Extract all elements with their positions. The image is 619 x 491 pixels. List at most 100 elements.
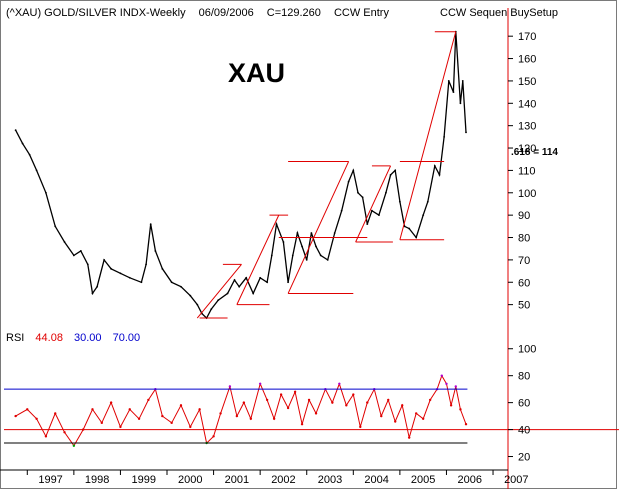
rsi-point [314,412,318,415]
price-point [128,276,131,279]
price-point [96,285,99,288]
rsi-point [272,417,276,420]
rsi-point [170,421,173,425]
price-point [366,223,369,225]
header-note: CCW Entry [333,7,389,19]
price-point [433,165,436,167]
price-point [63,241,66,243]
axes: 170 160 150 140 130 120 110 100 90 80 70 60 50 100 80 6… [0,8,536,489]
price-point [319,254,322,257]
rsi-point [14,414,17,418]
rsi-point [440,374,443,377]
price-tick-label: 140 [518,98,536,110]
rsi-point [331,401,334,404]
price-point [333,232,336,234]
rsi-point [445,382,448,385]
rsi-point [179,404,183,407]
rsi-point [454,385,457,388]
price-point [426,200,429,203]
time-tick-label: 1997 [38,474,62,486]
price-tick-label: 170 [518,31,536,43]
rsi-label: RSI [6,332,25,344]
rsi-point [464,422,468,426]
price-point [371,209,373,212]
time-tick-label: 1999 [131,474,155,486]
time-tick-label: 1998 [85,474,109,486]
price-point [196,303,199,306]
rsi-point [242,401,246,404]
price-tick-label: 50 [518,300,530,312]
trend-line [399,31,457,240]
price-point [465,131,467,134]
time-tick-label: 2007 [504,474,528,486]
price-point [145,263,147,266]
symbol-title: (^XAU) GOLD/SILVER INDX-Weekly [6,7,186,19]
price-point [461,80,464,82]
price-point [252,292,255,295]
rsi-point [109,401,113,404]
price-point [340,209,343,212]
price-point [275,223,278,225]
trend-line [236,214,280,305]
price-point [326,258,329,261]
rsi-point [414,412,418,415]
price-point [270,254,273,257]
trend-line [355,165,392,243]
price-point [357,191,359,194]
price-point [72,254,75,257]
price-point [45,191,47,194]
price-point [415,236,418,239]
price-tick-label: 70 [518,255,530,267]
rsi-point [212,435,215,438]
price-point [296,232,299,234]
price-point [385,191,387,194]
chart-header: (^XAU) GOLD/SILVER INDX-Weekly 06/09/200… [6,7,399,19]
rsi-point [119,425,122,429]
price-point [154,250,157,252]
price-point [452,91,455,94]
rsi-point [459,408,462,411]
rsi-point [161,414,164,418]
chart-title: XAU [228,58,286,88]
price-point [233,279,236,281]
price-point [408,227,411,230]
trend-line [287,161,350,294]
price-point [21,142,24,145]
price-point [149,223,152,225]
price-point [210,308,213,311]
rsi-point [359,425,362,429]
price-tick-label: 90 [518,210,530,222]
price-point [287,281,290,284]
price-point [238,285,241,288]
fib-annotation: .618 = 114 [511,147,558,158]
rsi-point [100,421,104,425]
time-tick-label: 2005 [411,474,435,486]
price-point [189,294,192,297]
rsi-point [189,425,192,429]
price-point [119,272,122,275]
rsi-line [15,374,467,447]
rsi-point [35,417,38,420]
trend-line [196,264,242,319]
price-point [266,281,269,284]
rsi-point [380,414,383,418]
price-point [180,285,182,288]
rsi-point [147,398,150,402]
rsi-point [449,404,453,407]
header-close: C=129.260 [266,7,321,19]
rsi-point [235,414,239,418]
rsi-point [387,398,390,402]
rsi-tick-label: 100 [518,344,536,356]
rsi-point [219,412,222,415]
price-point [91,292,94,295]
price-point [438,173,441,176]
price-point [226,292,229,295]
time-tick-label: 2001 [225,474,249,486]
time-tick-label: 2006 [457,474,481,486]
price-point [352,169,355,172]
rsi-point [401,404,404,407]
price-point [170,281,173,284]
price-point [394,169,397,172]
rsi-point [307,398,311,402]
rsi-point [44,435,48,438]
